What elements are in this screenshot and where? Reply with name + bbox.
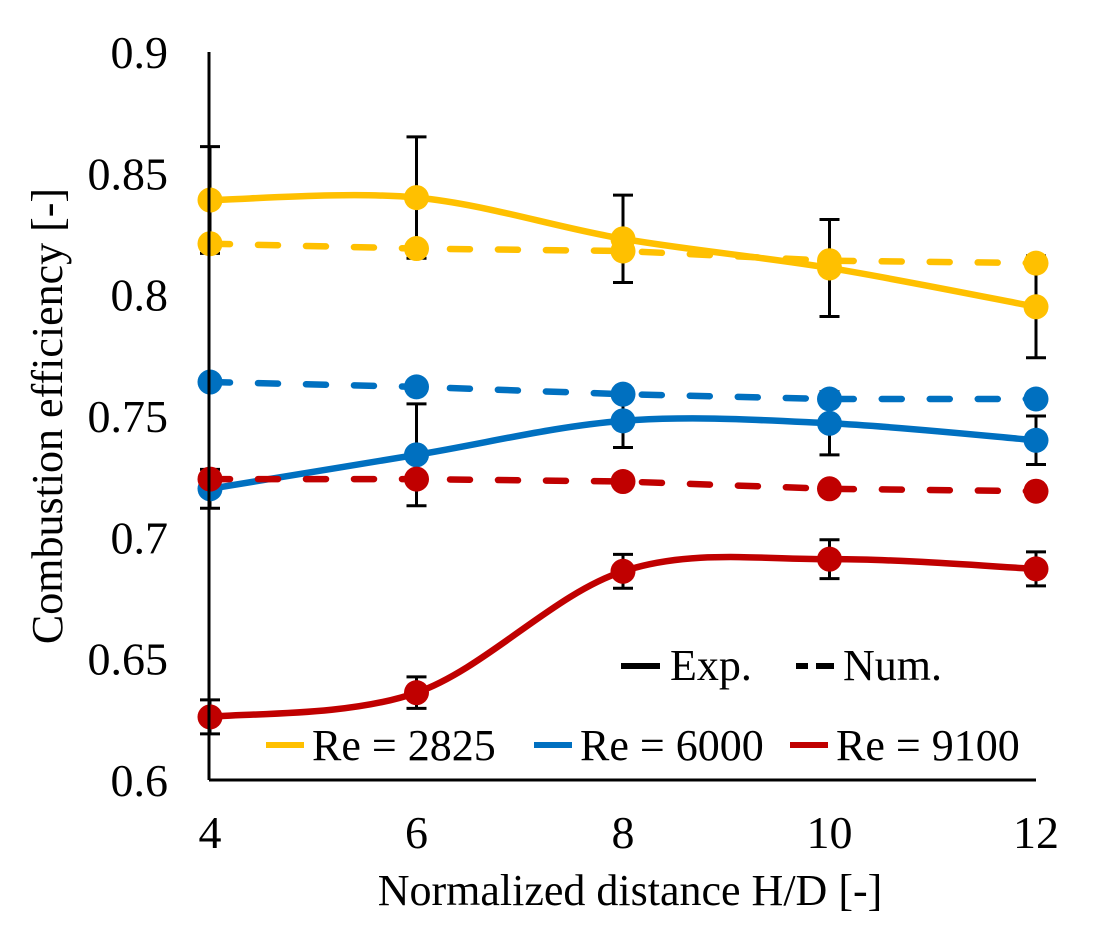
legend-label-exp: Exp. xyxy=(670,641,752,690)
data-point-re-6000-exp xyxy=(817,410,842,436)
legend-label-re: Re = 9100 xyxy=(836,721,1020,770)
axes-layer xyxy=(207,52,1036,782)
data-point-re-2825-num xyxy=(1023,250,1049,276)
data-point-re-2825-num xyxy=(404,236,429,262)
data-point-re-2825-exp xyxy=(1023,294,1049,320)
legend-label-re: Re = 6000 xyxy=(580,721,764,770)
data-point-re-6000-exp xyxy=(1023,427,1049,453)
legend-label-num: Num. xyxy=(843,641,942,690)
data-point-re-6000-num xyxy=(817,386,842,412)
data-point-re-9100-num xyxy=(404,466,429,492)
data-point-re-2825-exp xyxy=(404,185,429,211)
y-tick-label: 0.65 xyxy=(88,634,169,685)
data-point-re-9100-num xyxy=(817,476,842,502)
series-line-re-6000-num xyxy=(206,378,1040,403)
data-point-re-2825-num xyxy=(817,248,842,274)
x-tick-labels: 4 6 8 10 12 xyxy=(199,807,1060,858)
y-tick-label: 0.6 xyxy=(111,755,169,806)
series-line-re-9100-num xyxy=(206,475,1040,495)
y-tick-labels: 0.6 0.65 0.7 0.75 0.8 0.85 0.9 xyxy=(88,27,169,806)
data-point-re-6000-num xyxy=(1023,386,1049,412)
data-point-re-9100-exp xyxy=(817,546,842,572)
data-point-re-6000-num xyxy=(404,374,429,400)
data-point-re-6000-exp xyxy=(610,408,636,434)
y-tick-label: 0.7 xyxy=(111,512,169,563)
legend: Exp. Num. Re = 2825 Re = 6000 Re = 9100 xyxy=(266,641,1020,770)
series-layer xyxy=(197,135,1049,736)
x-tick-label: 6 xyxy=(405,807,428,858)
data-point-re-9100-exp xyxy=(1023,556,1049,582)
data-point-re-9100-exp xyxy=(610,558,636,584)
data-point-re-6000-num xyxy=(610,381,636,407)
data-point-re-6000-exp xyxy=(404,442,429,468)
data-point-re-9100-exp xyxy=(404,680,429,706)
x-tick-label: 12 xyxy=(1013,807,1059,858)
x-axis-title: Normalized distance H/D [-] xyxy=(378,866,883,915)
series-line-re-2825-num xyxy=(206,240,1040,267)
y-axis-title: Combustion efficiency [-] xyxy=(23,188,72,644)
y-tick-label: 0.85 xyxy=(88,148,169,199)
x-tick-label: 8 xyxy=(612,807,635,858)
x-tick-label: 4 xyxy=(199,807,222,858)
y-tick-label: 0.9 xyxy=(111,27,169,78)
y-tick-label: 0.8 xyxy=(111,270,169,321)
data-point-re-9100-num xyxy=(1023,478,1049,504)
legend-label-re: Re = 2825 xyxy=(312,721,496,770)
data-point-re-9100-num xyxy=(610,469,636,495)
x-tick-label: 10 xyxy=(807,807,853,858)
y-tick-label: 0.75 xyxy=(88,391,169,442)
data-point-re-2825-num xyxy=(610,238,636,264)
